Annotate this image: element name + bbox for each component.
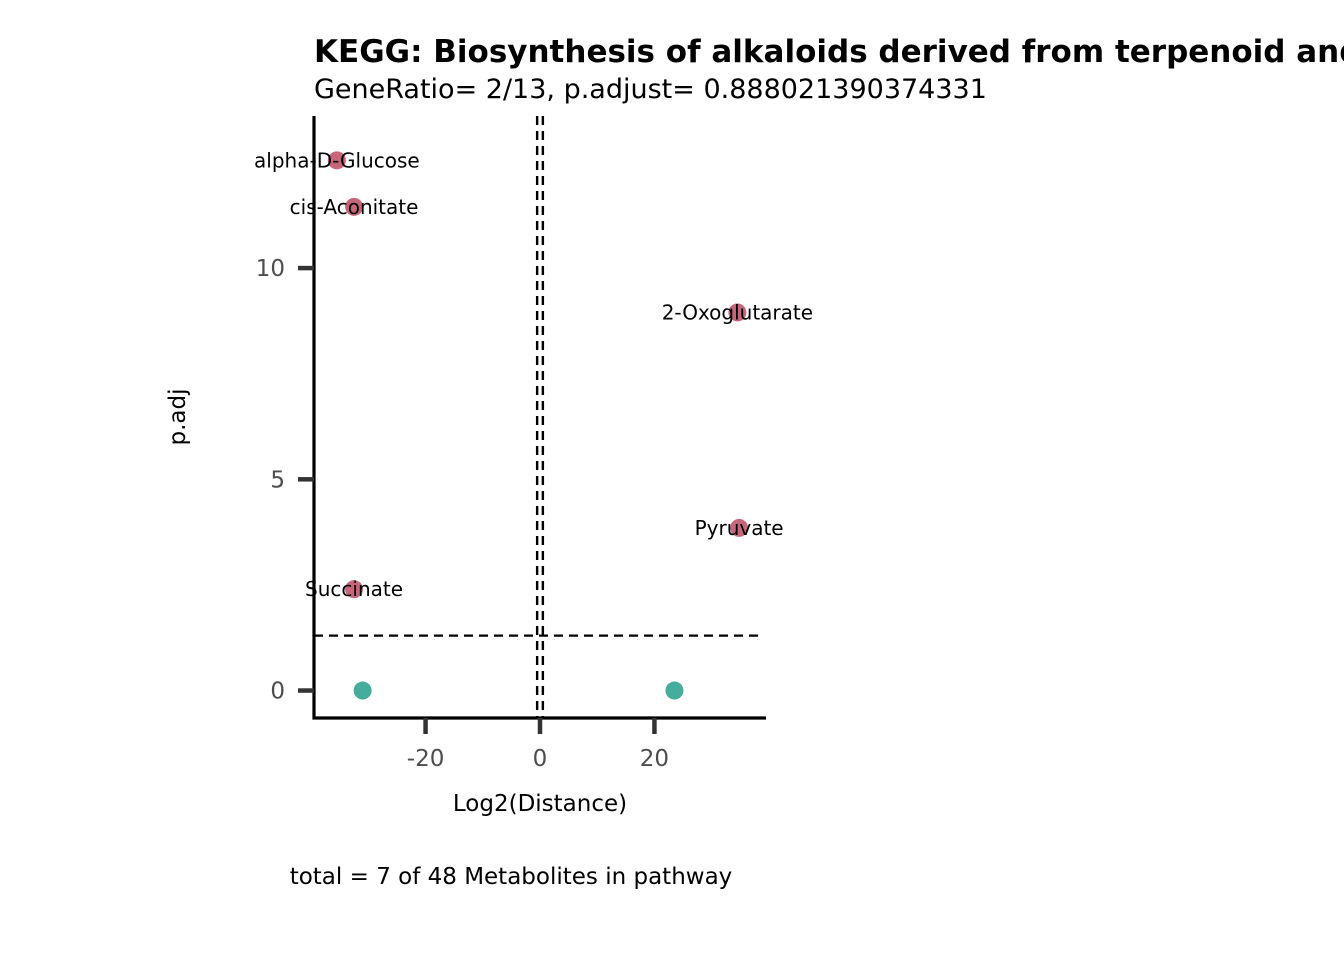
x-tick-label: 0 [533, 746, 548, 772]
x-axis-title: Log2(Distance) [453, 791, 627, 817]
data-point [728, 303, 747, 322]
x-tick-label: 20 [640, 746, 669, 772]
point-label: cis-Aconitate [290, 195, 419, 219]
data-point [345, 580, 364, 599]
data-point [345, 197, 364, 216]
point-label: Succinate [305, 577, 403, 601]
data-point [327, 151, 346, 170]
x-tick-label: -20 [407, 746, 445, 772]
point-label: Pyruvate [695, 516, 784, 540]
data-point [353, 681, 372, 700]
point-labels: alpha-D-Glucose cis-Aconitate 2-Oxoglutara… [254, 148, 813, 601]
reference-lines [314, 116, 760, 718]
chart-title: KEGG: Biosynthesis of alkaloids derived … [314, 34, 1344, 70]
data-point [730, 518, 749, 537]
y-tick-label: 5 [270, 467, 285, 493]
data-point [665, 681, 684, 700]
chart-subtitle: GeneRatio= 2/13, p.adjust= 0.88802139037… [314, 74, 987, 105]
data-points [327, 151, 749, 700]
point-label: 2-Oxoglutarate [662, 300, 813, 324]
y-axis-title: p.adj [165, 389, 191, 446]
y-tick-label: 0 [270, 679, 285, 705]
chart-caption: total = 7 of 48 Metabolites in pathway [290, 864, 733, 890]
axis-ticks: -20 0 20 0 5 10 [256, 256, 669, 772]
point-label: alpha-D-Glucose [254, 148, 420, 172]
y-tick-label: 10 [256, 256, 285, 282]
